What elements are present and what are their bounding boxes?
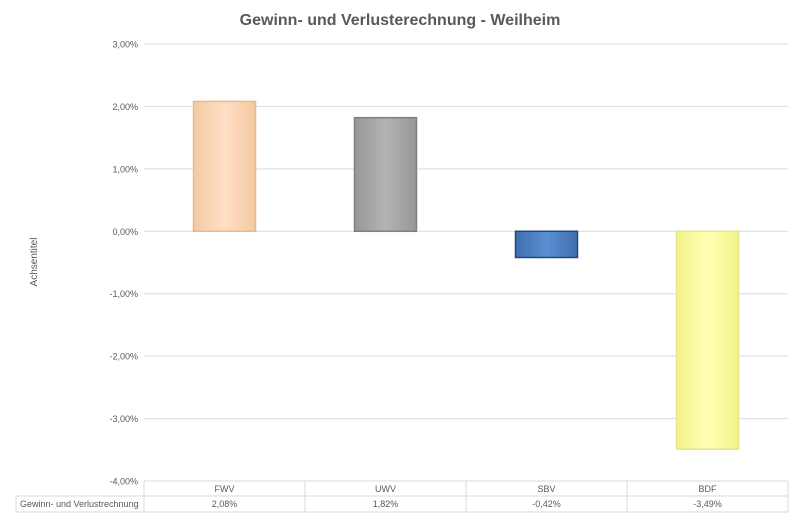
data-label: 1,82% <box>373 499 399 509</box>
bar-uwv <box>353 116 418 233</box>
y-tick-label: 1,00% <box>112 164 138 174</box>
data-table: FWV 2,08% UWV 1,82% SBV -0,42% BDF -3,49% Gewinn… <box>15 480 789 513</box>
x-tick-label: BDF <box>699 484 718 494</box>
x-tick-label: FWV <box>215 484 235 494</box>
bar-bdf <box>675 230 740 450</box>
bar-sbv <box>514 230 579 259</box>
y-tick-label: 2,00% <box>112 102 138 112</box>
y-axis-title: Achsentitel <box>29 238 40 287</box>
x-tick-label: UWV <box>375 484 396 494</box>
y-tick-label: -4,00% <box>109 477 138 487</box>
y-tick-label: -3,00% <box>109 414 138 424</box>
bars <box>192 100 740 450</box>
bar-fwv <box>192 100 257 233</box>
data-label: -3,49% <box>693 499 722 509</box>
chart-title: Gewinn- und Verlusterechnung - Weilheim <box>240 12 561 29</box>
y-tick-label: -1,00% <box>109 289 138 299</box>
data-label: -0,42% <box>532 499 561 509</box>
y-tick-label: 0,00% <box>112 227 138 237</box>
y-tick-labels: 3,00% 2,00% 1,00% 0,00% -1,00% -2,00% -3,00% -4… <box>109 40 138 487</box>
x-tick-label: SBV <box>537 484 555 494</box>
data-label: 2,08% <box>212 499 238 509</box>
legend-series-name: Gewinn- und Verlustrechnung <box>20 499 139 509</box>
y-tick-label: -2,00% <box>109 352 138 362</box>
y-tick-label: 3,00% <box>112 40 138 50</box>
